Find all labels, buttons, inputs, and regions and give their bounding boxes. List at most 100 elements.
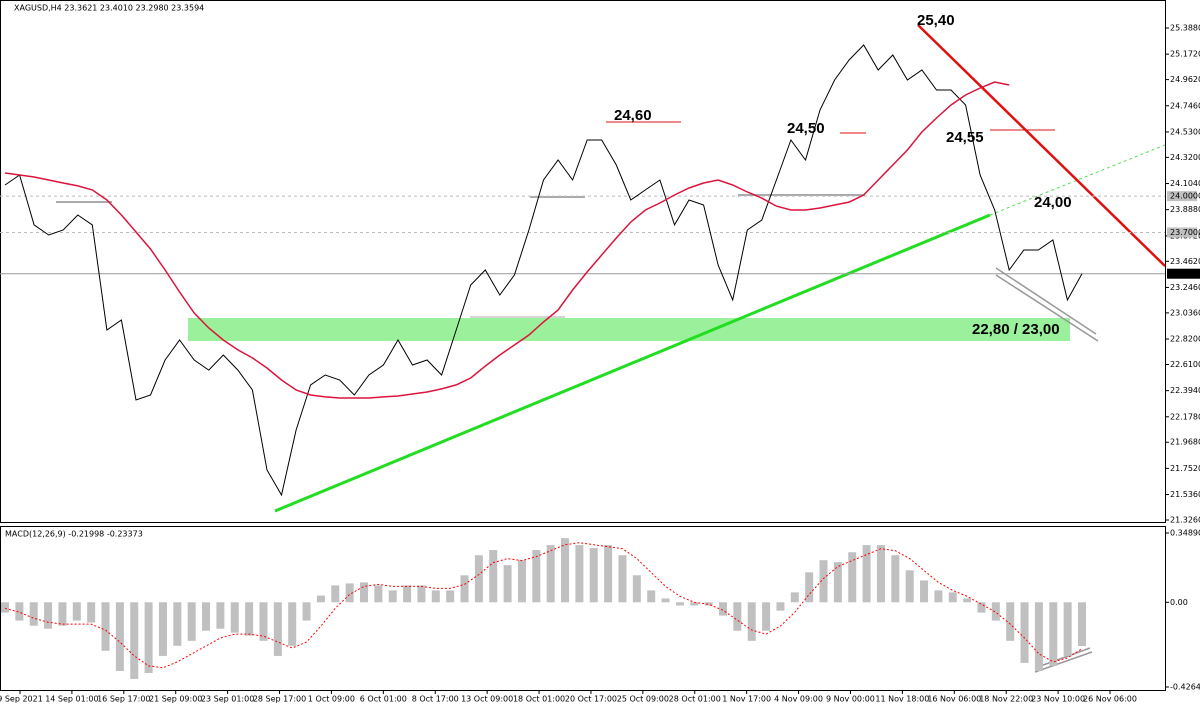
trend-line: [274, 213, 991, 513]
macd-title: MACD(12,26,9) -0.21998 -0.23373: [5, 530, 143, 539]
macd-bar: [245, 602, 254, 636]
macd-bar: [489, 550, 498, 603]
macd-bar: [460, 575, 469, 603]
macd-bar: [1020, 602, 1029, 663]
macd-bar: [819, 560, 828, 603]
y-tick-label: 22.8200: [1170, 335, 1200, 344]
y-tick-label: 24.3200: [1170, 153, 1200, 162]
macd-bar: [345, 583, 354, 603]
macd-bar: [1063, 602, 1072, 656]
x-tick-label: 9 Nov 00:00: [826, 695, 875, 704]
resistance-line: [917, 24, 1166, 267]
price-line: [4, 44, 1083, 497]
macd-bar: [647, 590, 656, 603]
macd-bar: [273, 602, 282, 656]
y-tick-label: 0.00: [1170, 598, 1188, 607]
macd-bar: [302, 602, 311, 621]
current-box: [1167, 268, 1200, 279]
macd-bar: [58, 602, 67, 626]
macd-bar: [87, 602, 96, 623]
x-tick-label: 6 Oct 01:00: [360, 695, 407, 704]
y-tick-label: 22.1780: [1170, 412, 1200, 421]
x-tick-label: 1 Oct 09:00: [308, 695, 355, 704]
macd-bar: [15, 602, 24, 621]
macd-bar: [1078, 602, 1086, 646]
moving-average: [4, 81, 1010, 399]
macd-bar: [618, 555, 627, 603]
macd-bar: [431, 590, 440, 603]
x-tick-label: 21 Sep 09:00: [149, 695, 202, 704]
level-box: [1167, 227, 1197, 238]
annotation: 25,40: [917, 12, 955, 29]
macd-pane: [0, 526, 1166, 691]
y-tick-label: 21.9680: [1170, 438, 1200, 447]
macd-bar: [575, 545, 584, 603]
y-tick-label: 22.6100: [1170, 360, 1200, 369]
annotation: 24,60: [614, 107, 652, 124]
macd-bar: [661, 598, 670, 603]
support-zone: [188, 318, 1070, 341]
macd-bar: [1049, 602, 1058, 666]
macd-bar: [604, 545, 613, 603]
macd-bar: [991, 602, 1000, 621]
macd-bar: [891, 555, 900, 603]
macd-bar: [719, 602, 727, 616]
macd-bar: [388, 590, 397, 603]
macd-bar: [517, 560, 526, 603]
y-tick-label: 22.3940: [1170, 386, 1200, 395]
x-tick-label: 16 Sep 17:00: [97, 695, 150, 704]
y-tick-label: 24.9620: [1170, 75, 1200, 84]
y-tick-label: 21.7520: [1170, 464, 1200, 473]
macd-bar: [503, 565, 512, 603]
y-tick-label: 25.1720: [1170, 50, 1200, 59]
macd-bar: [876, 545, 885, 603]
macd-bar: [776, 602, 785, 611]
macd-bar: [288, 602, 297, 646]
macd-bar: [589, 548, 598, 603]
x-tick-label: 26 Nov 06:00: [1083, 695, 1137, 704]
y-tick-label: 23.2460: [1170, 283, 1200, 292]
macd-bar: [29, 602, 38, 626]
annotation: 24,50: [787, 120, 825, 137]
channel-line: [995, 274, 1099, 342]
macd-bar: [202, 602, 211, 631]
x-tick-label: 11 Nov 18:00: [875, 695, 929, 704]
macd-bar: [805, 572, 814, 603]
level-label: 23.7000: [1170, 228, 1200, 237]
x-tick-label: 20 Oct 17:00: [565, 695, 617, 704]
macd-bar: [115, 602, 124, 672]
macd-bar: [331, 585, 340, 603]
trend-extension: [989, 144, 1166, 216]
macd-bar: [632, 575, 641, 603]
macd-bar: [360, 582, 368, 603]
channel-line: [1034, 651, 1093, 673]
macd-bar: [230, 602, 239, 633]
x-tick-label: 13 Oct 09:00: [461, 695, 513, 704]
y-tick-label: 24.7460: [1170, 101, 1200, 110]
macd-bar: [948, 592, 957, 603]
macd-bar: [72, 602, 81, 621]
macd-bar: [920, 580, 929, 603]
x-tick-label: 18 Oct 01:00: [513, 695, 565, 704]
x-tick-label: 28 Sep 17:00: [253, 695, 306, 704]
y-tick-label: 24.5300: [1170, 127, 1200, 136]
channel-line: [995, 267, 1097, 335]
macd-bar: [101, 602, 110, 651]
macd-bar: [977, 602, 986, 613]
macd-bar: [130, 602, 139, 679]
macd-bar: [862, 545, 871, 603]
macd-bar: [417, 585, 426, 603]
macd-bar: [546, 545, 555, 603]
chart-title: XAGUSD,H4 23.3621 23.4010 23.2980 23.359…: [14, 4, 204, 13]
x-tick-label: 8 Oct 17:00: [412, 695, 459, 704]
y-tick-label: -0.42646: [1170, 683, 1200, 692]
macd-bar: [747, 602, 756, 641]
y-tick-label: 0.34890: [1170, 529, 1200, 538]
macd-bar: [790, 592, 799, 603]
y-tick-label: 23.0360: [1170, 308, 1200, 317]
macd-bar: [833, 562, 842, 603]
x-tick-label: 4 Nov 09:00: [774, 695, 823, 704]
macd-bar: [675, 602, 684, 606]
annotation: 24,00: [1034, 194, 1072, 211]
macd-bar: [316, 595, 325, 603]
